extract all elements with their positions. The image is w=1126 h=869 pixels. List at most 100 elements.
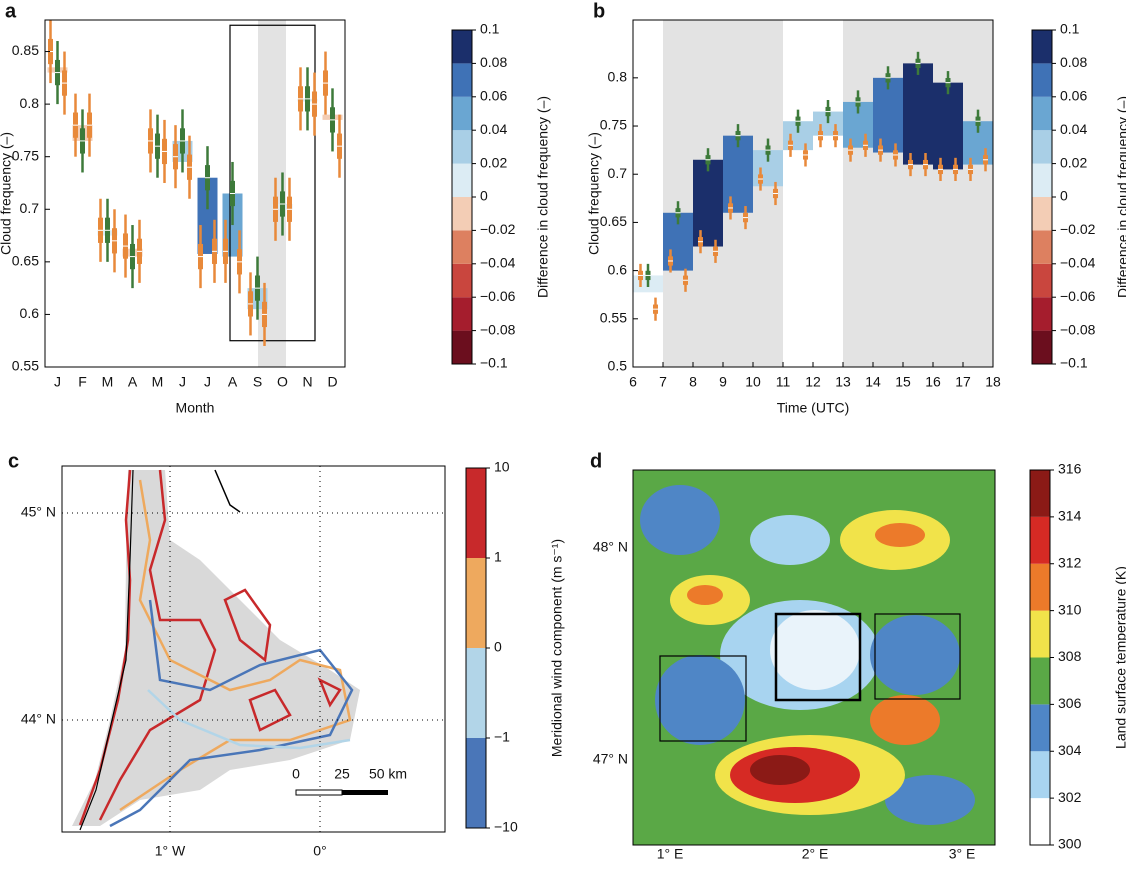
scale-bar [342, 790, 388, 795]
lst-texture [640, 485, 975, 825]
contours [78, 469, 354, 831]
y-tick-label: 0.8 [20, 95, 40, 111]
y-tick-label: 0.55 [12, 358, 39, 374]
colorbar-tick-label: 0.08 [480, 54, 507, 70]
colorbar-label: Difference in cloud frequency (–) [1115, 96, 1126, 298]
colorbar-tick-label: −0.04 [480, 255, 516, 271]
lon-label: 0° [313, 843, 326, 859]
lon-label: 1° W [155, 843, 186, 859]
map-c [61, 465, 446, 833]
x-tick-label: O [277, 374, 288, 390]
x-tick-label: 13 [835, 374, 851, 390]
x-tick-label: M [152, 374, 164, 390]
panel-label: c [8, 450, 19, 472]
panel-label: d [590, 450, 602, 472]
colorbar-tick-label: 316 [1058, 461, 1082, 477]
scale-label: 50 km [369, 766, 407, 782]
colorbar-segment [452, 297, 472, 331]
difference-bar [693, 159, 723, 247]
colorbar-segment [1030, 563, 1050, 611]
x-tick-label: 7 [659, 374, 667, 390]
colorbar-segment [1030, 610, 1050, 658]
colorbar-segment [452, 330, 472, 364]
x-tick-label: 12 [805, 374, 821, 390]
colorbar-tick-label: −0.1 [480, 355, 508, 371]
scale-bar [295, 789, 343, 796]
colorbar-segment [466, 738, 486, 828]
y-tick-label: 0.75 [600, 117, 627, 133]
axes-frame [632, 19, 994, 368]
colorbar-tick-label: −0.02 [480, 221, 516, 237]
colorbar-tick-label: 310 [1058, 601, 1082, 617]
map-d [632, 469, 996, 846]
colorbar-segment [1030, 798, 1050, 845]
colorbar-segment [466, 468, 486, 558]
y-axis-label: Cloud frequency (–) [586, 132, 602, 255]
colorbar-tick-label: 0.1 [480, 21, 500, 37]
colorbar-label: Meridional wind component (m s⁻¹) [549, 539, 565, 757]
lon-label: 3° E [949, 846, 976, 862]
x-tick-label: S [253, 374, 262, 390]
colorbar-tick-label: −0.04 [1060, 255, 1096, 271]
colorbar-segment [1032, 230, 1052, 264]
colorbar-segment [466, 648, 486, 738]
colorbar-segment [1032, 30, 1052, 64]
difference-bar [903, 63, 933, 165]
colorbar-segment [1030, 657, 1050, 705]
x-tick-label: 11 [776, 374, 791, 390]
colorbar-tick-label: −0.02 [1060, 221, 1096, 237]
study-boxes [659, 612, 961, 742]
colorbar-label: Land surface temperature (K) [1113, 566, 1126, 749]
y-tick-label: 0.6 [608, 261, 628, 277]
colorbar-segment [1032, 63, 1052, 97]
x-tick-label: 8 [689, 374, 697, 390]
x-tick-label: A [228, 374, 238, 390]
y-tick-label: 0.85 [12, 42, 39, 58]
lat-label: 45° N [21, 504, 56, 520]
difference-bar [873, 77, 903, 153]
colorbar-segment [452, 197, 472, 231]
y-tick-label: 0.8 [608, 69, 628, 85]
colorbar-segment [1030, 470, 1050, 517]
y-axis-label: Cloud frequency (–) [0, 132, 14, 255]
y-tick-label: 0.65 [12, 253, 39, 269]
colorbar-label: Difference in cloud frequency (–) [535, 96, 551, 298]
panel-label: b [593, 0, 605, 22]
x-tick-label: 16 [925, 374, 941, 390]
colorbar-segment [1032, 197, 1052, 231]
colorbar-tick-label: 0 [494, 639, 502, 655]
y-tick-label: 0.6 [20, 305, 40, 321]
x-tick-label: 9 [719, 374, 727, 390]
colorbar-segment [452, 63, 472, 97]
x-tick-label: 10 [745, 374, 761, 390]
colorbar-tick-label: −0.1 [1060, 355, 1088, 371]
x-tick-label: A [128, 374, 138, 390]
colorbar-segment [1030, 704, 1050, 752]
colorbar-segment [1032, 130, 1052, 164]
axes-frame [44, 19, 346, 368]
colorbar-tick-label: 304 [1058, 742, 1082, 758]
colorbar-segment [1032, 96, 1052, 131]
colorbar-segment [1032, 163, 1052, 197]
x-tick-label: 17 [955, 374, 971, 390]
y-tick-label: 0.65 [600, 213, 627, 229]
lat-label: 44° N [21, 711, 56, 727]
colorbar-segment [452, 163, 472, 197]
x-tick-label: 18 [985, 374, 1001, 390]
lat-label: 48° N [593, 539, 628, 555]
x-tick-label: D [327, 374, 337, 390]
x-tick-label: M [102, 374, 114, 390]
lon-label: 2° E [802, 846, 829, 862]
x-tick-label: J [54, 374, 61, 390]
colorbar-segment [1032, 297, 1052, 331]
y-tick-label: 0.55 [600, 310, 627, 326]
colorbar-segment [1032, 263, 1052, 298]
colorbar-tick-label: 0 [1060, 188, 1068, 204]
lat-label: 47° N [593, 751, 628, 767]
colorbar-segment [1030, 751, 1050, 799]
colorbar-tick-label: 308 [1058, 648, 1082, 664]
colorbar-tick-label: −10 [494, 819, 518, 835]
colorbar-tick-label: 10 [494, 459, 510, 475]
colorbar-tick-label: 0.02 [480, 154, 507, 170]
